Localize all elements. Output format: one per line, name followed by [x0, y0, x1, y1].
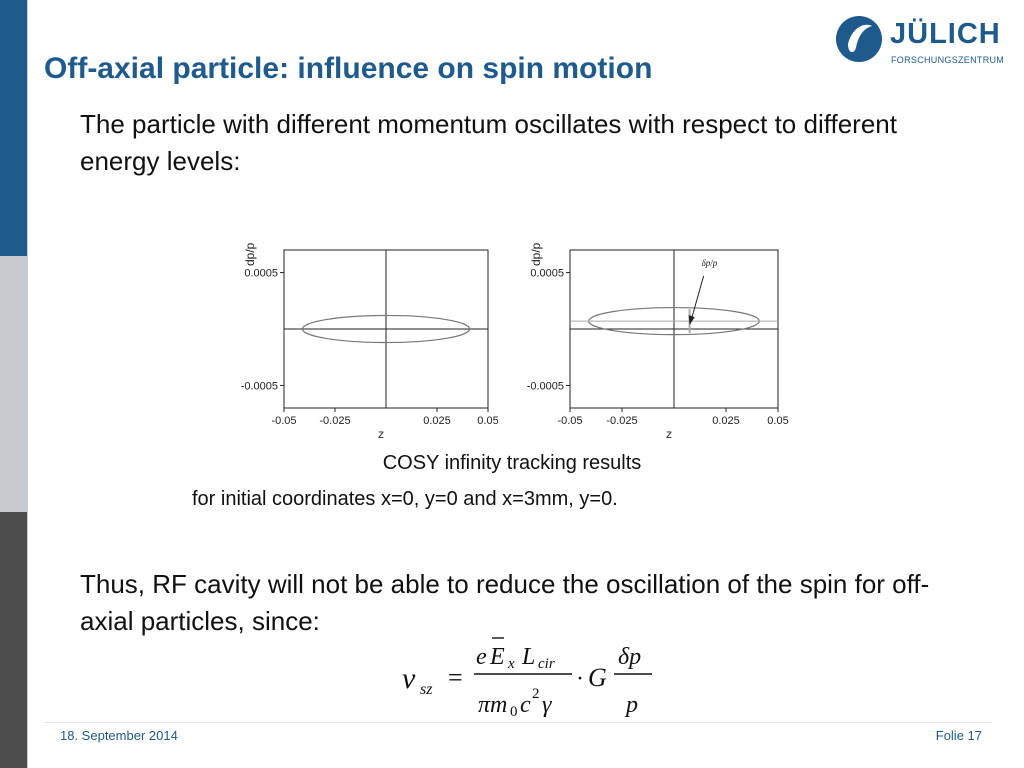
y-axis-label: dp/p	[529, 242, 543, 266]
formula-frac2-den: p	[624, 692, 638, 718]
x-tick-label: -0.025	[606, 415, 637, 427]
x-tick-label: 0.05	[477, 415, 498, 427]
formula-equals: =	[448, 663, 463, 692]
annotation-arrowhead	[688, 315, 695, 326]
x-tick-label: -0.025	[319, 415, 350, 427]
x-axis-label: z	[378, 427, 384, 440]
formula-num-x: x	[507, 656, 515, 672]
spin-tune-formula: ν sz = e E x L cir πm 0 c 2 γ · G δp p	[402, 637, 652, 720]
figure-caption-line1: COSY infinity tracking results	[382, 452, 642, 474]
x-axis-label: z	[666, 427, 672, 440]
sidebar-segment-bottom	[0, 512, 27, 768]
slide-title: Off-axial particle: influence on spin mo…	[44, 52, 653, 85]
y-tick-label: -0.0005	[527, 380, 564, 392]
sidebar-separator	[27, 0, 28, 768]
logo-subtitle: FORSCHUNGSZENTRUM	[891, 55, 1005, 65]
footer-slide-number: Folie 17	[935, 728, 982, 743]
logo-wordmark: JÜLICH	[890, 18, 1001, 50]
formula-num-L: L	[521, 644, 535, 670]
sidebar-strip	[0, 0, 27, 768]
annotation-label: δp/p	[702, 258, 718, 268]
x-tick-label: 0.05	[767, 415, 788, 427]
formula-dot: ·	[576, 666, 584, 692]
formula-num-cir: cir	[538, 656, 555, 672]
y-tick-label: 0.0005	[244, 268, 278, 280]
formula-frac2-num: δp	[618, 644, 641, 670]
formula-den-c: c	[520, 692, 531, 718]
julich-logo: JÜLICH FORSCHUNGSZENTRUM	[834, 12, 1004, 72]
x-tick-label: 0.025	[712, 415, 740, 427]
julich-logo-mark-icon	[836, 16, 882, 62]
formula-num-e: e	[476, 644, 487, 670]
phase-space-plot-right: -0.05 -0.025 0.025 0.05 0.0005 -0.0005 z dp/p δp…	[527, 242, 789, 440]
formula-lhs: ν	[402, 662, 416, 695]
phase-ellipse	[301, 314, 471, 344]
intro-paragraph: The particle with different momentum osc…	[80, 109, 897, 176]
y-axis-label: dp/p	[243, 242, 257, 266]
y-tick-label: -0.0005	[241, 380, 278, 392]
formula-num-E: E	[489, 644, 505, 670]
formula-den: πm	[478, 692, 507, 718]
formula-den-0: 0	[510, 704, 518, 720]
annotation-arrow	[690, 275, 705, 323]
x-tick-label: 0.025	[423, 415, 451, 427]
y-tick-label: 0.0005	[530, 268, 564, 280]
figure-caption-line2: for initial coordinates x=0, y=0 and x=3…	[192, 488, 618, 510]
sidebar-segment-top	[0, 0, 27, 256]
x-tick-label: -0.05	[271, 415, 296, 427]
formula-G: G	[588, 663, 607, 692]
conclusion-paragraph: Thus, RF cavity will not be able to redu…	[80, 569, 930, 636]
formula-den-gamma: γ	[542, 692, 552, 718]
sidebar-segment-middle	[0, 256, 27, 512]
footer-date: 18. September 2014	[60, 728, 178, 743]
formula-den-2: 2	[532, 686, 540, 702]
phase-space-plot-left: -0.05 -0.025 0.025 0.05 0.0005 -0.0005 z dp/p	[241, 242, 498, 440]
formula-lhs-sub: sz	[420, 681, 433, 698]
footer-divider	[44, 722, 992, 723]
x-tick-label: -0.05	[557, 415, 582, 427]
